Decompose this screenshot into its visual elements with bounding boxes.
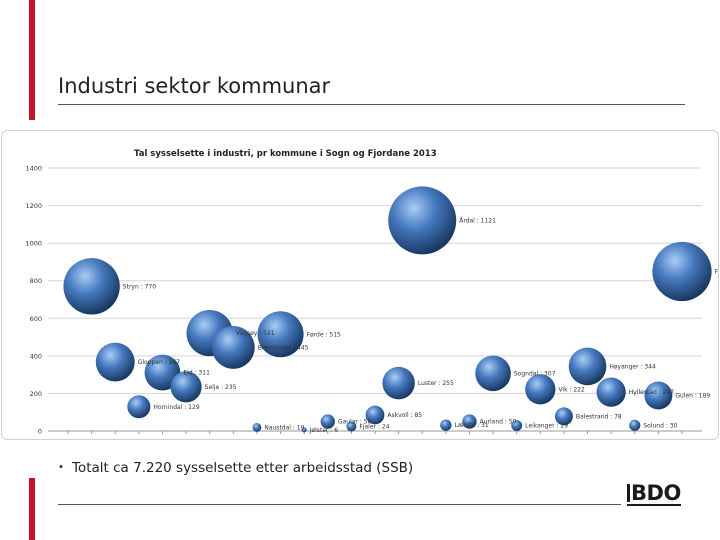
bubble-hornindal [127,395,151,419]
bubble-askvoll [365,405,385,425]
bubble-luster [382,366,415,400]
bubble-gaular [320,414,335,429]
data-label: Flora : 849 [715,269,718,276]
data-label: Bremanger : 445 [258,344,309,351]
y-tick-label: 1400 [25,165,42,173]
data-label: Hornindal : 129 [153,404,199,411]
data-label: Leikanger : 29 [525,423,568,430]
chart-frame: Tal sysselsette i industri, pr kommune i… [1,130,719,440]
bullet-dot-icon: • [58,462,64,473]
bubble-bremanger [211,325,255,369]
bdo-logo: BDO [627,482,681,506]
bubble-gulen [644,381,673,410]
bubble-eid [144,354,181,391]
logo-bar-icon [627,484,630,502]
title-divider [58,104,685,105]
data-label: Gaular : 50 [338,419,372,426]
data-label: Gloppen : 367 [138,359,181,366]
logo-text: BDO [631,481,681,505]
bubble-chart: Tal sysselsette i industri, pr kommune i… [25,149,718,436]
bubble-vik [525,374,556,405]
bubble-solund [629,419,641,431]
data-label: Lærdal : 31 [455,422,489,429]
data-label: Gulen : 189 [675,392,710,399]
bubble--rdal [388,186,457,255]
y-tick-label: 200 [30,390,42,398]
data-label: Aurland : 50 [480,419,517,426]
bullet-text: Totalt ca 7.220 sysselsette etter arbeid… [72,460,414,476]
bubble-leikanger [511,420,523,432]
y-tick-label: 1200 [25,202,42,210]
y-tick-label: 0 [38,428,42,436]
bubble-l-rdal [440,419,452,431]
data-label: Selje : 235 [205,384,237,391]
data-label: Fjaler : 24 [359,423,389,430]
bubble-f-rde [257,311,304,358]
data-label: Luster : 255 [418,380,454,387]
bubble-j-lster [301,427,307,433]
bubble-aurland [462,414,477,429]
bottom-divider [58,504,621,505]
data-label: Vik : 222 [558,386,585,393]
accent-bar-top [29,0,35,120]
data-labels: Stryn : 770 Gloppen : 367 Hornindal : 129 E… [123,217,718,433]
bubble-gloppen [95,342,135,382]
data-label: Jølster : 6 [309,427,339,434]
y-axis: 0 200 400 600 800 1000 1200 1400 [25,165,683,436]
accent-bar-bottom [29,478,35,540]
data-label: Balestrand : 78 [576,413,622,420]
bubble-series [63,186,712,433]
y-tick-label: 1000 [25,240,42,248]
bubble-sogndal [475,355,511,392]
data-label: Årdal : 1121 [459,217,496,224]
bubble-fjaler [346,421,357,432]
chart-title: Tal sysselsette i industri, pr kommune i… [134,149,437,159]
y-tick-label: 400 [30,352,42,360]
data-label: Naustdal : 19 [264,424,304,431]
data-label: Stryn : 770 [123,283,156,290]
data-label: Askvoll : 85 [387,412,422,419]
bubble-hyllestad [596,377,626,407]
data-label: Førde : 515 [307,331,341,338]
data-label: Hyllestad : 207 [629,389,675,396]
bubble-stryn [63,258,120,315]
bubble-h-yanger [568,347,607,386]
bubble-balestrand [554,407,573,426]
y-tick-label: 600 [30,315,42,323]
data-label: Eid : 311 [183,370,210,377]
bubble-flora [652,241,712,302]
y-tick-label: 800 [30,277,42,285]
data-label: Solund : 30 [643,422,677,429]
bullet-text-row: • Totalt ca 7.220 sysselsette etter arbei… [58,460,413,476]
bubble-naustdal [252,423,262,432]
data-label: Sogndal : 307 [514,370,556,377]
data-label: Høyanger : 344 [609,363,656,370]
data-label: Vågsøy : 521 [236,330,275,337]
bubble-selje [170,371,202,403]
slide-title: Industri sektor kommunar [58,74,331,98]
